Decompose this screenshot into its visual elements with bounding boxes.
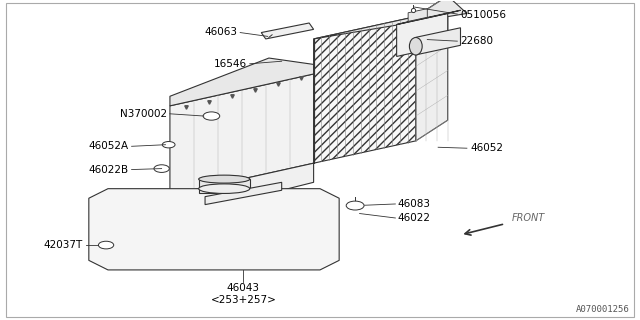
Circle shape [163,141,175,148]
Text: 22680: 22680 [461,36,493,46]
Ellipse shape [410,37,422,55]
Text: 16546: 16546 [213,59,246,69]
Text: 46022: 46022 [398,213,431,223]
Circle shape [346,201,364,210]
Text: 46022B: 46022B [88,164,129,174]
Text: FRONT: FRONT [511,213,545,223]
Text: 46052A: 46052A [88,141,129,151]
Polygon shape [314,0,467,39]
Polygon shape [416,0,448,141]
Text: 42037T: 42037T [43,240,83,250]
Text: <253+257>: <253+257> [211,295,276,305]
Polygon shape [170,58,314,106]
Polygon shape [408,9,428,21]
Polygon shape [89,189,339,270]
Ellipse shape [198,184,250,194]
Polygon shape [314,17,416,163]
Text: N370002: N370002 [120,109,167,119]
Circle shape [203,112,220,120]
Polygon shape [170,163,314,211]
Polygon shape [416,28,461,55]
Ellipse shape [198,175,250,183]
Polygon shape [397,13,448,56]
Circle shape [154,165,170,172]
Text: A070001256: A070001256 [576,305,630,314]
Text: 46043: 46043 [227,283,260,293]
Text: 46052: 46052 [470,143,503,153]
Polygon shape [170,74,314,195]
Polygon shape [205,182,282,204]
Polygon shape [198,179,250,194]
Polygon shape [261,23,314,39]
Polygon shape [397,10,461,25]
Text: 46083: 46083 [398,199,431,209]
Text: 46063: 46063 [204,27,237,37]
Circle shape [99,241,114,249]
Text: 0510056: 0510056 [461,10,506,20]
